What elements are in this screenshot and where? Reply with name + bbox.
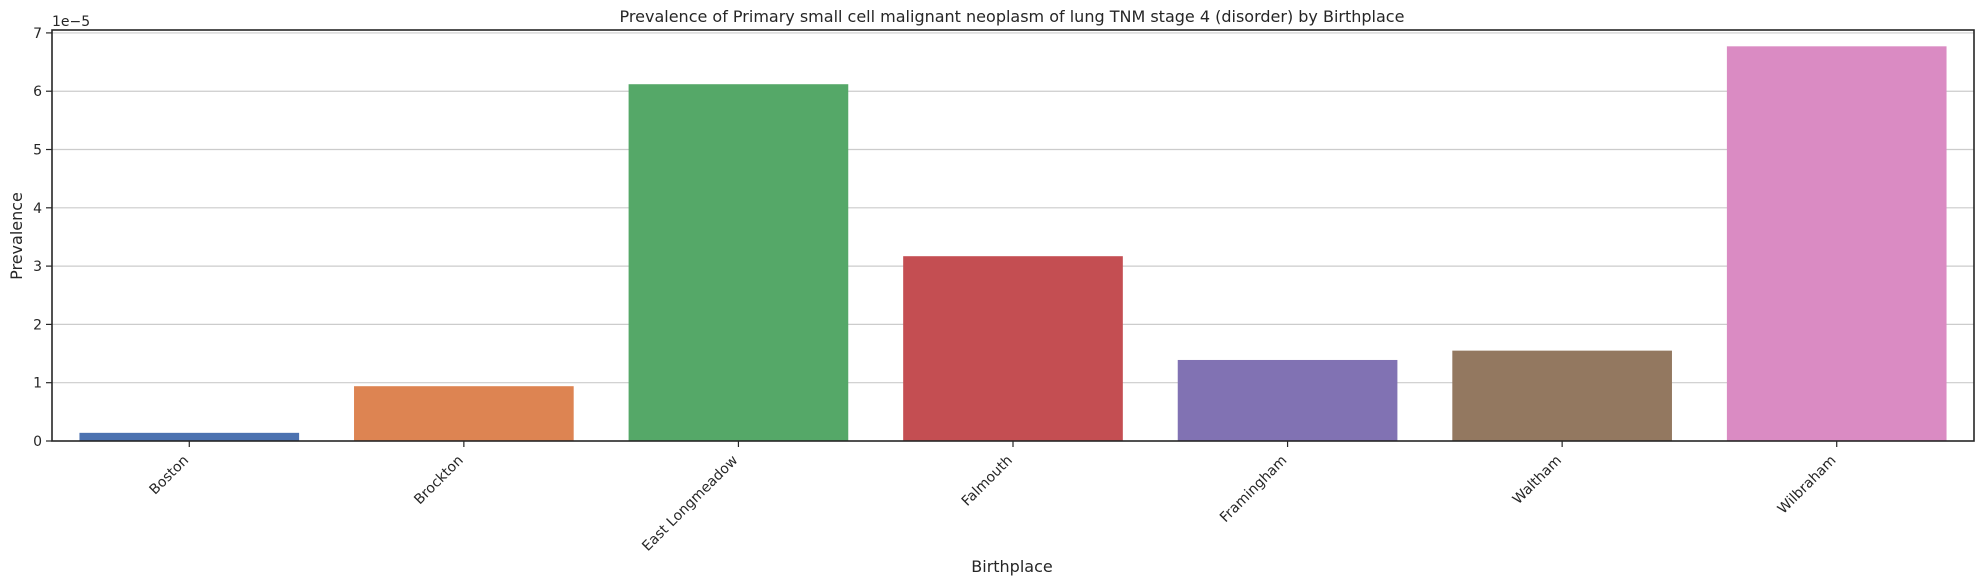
bar-framingham [1177, 359, 1398, 441]
y-tick-label: 5 [33, 143, 42, 159]
bar-boston [79, 432, 300, 441]
bar-waltham [1452, 350, 1672, 441]
bars [79, 46, 1947, 442]
x-tick-label: East Longmeadow [639, 453, 741, 555]
x-tick-label: Boston [147, 453, 193, 499]
y-axis-label: Prevalence [7, 192, 26, 280]
x-axis-label: Birthplace [971, 557, 1052, 576]
plot-frame [51, 29, 1975, 442]
y-tick-label: 7 [33, 26, 42, 42]
x-tick-label: Waltham [1510, 453, 1565, 508]
y-axis: 0 1 2 3 4 5 6 7 [33, 26, 52, 450]
x-tick-label: Wilbraham [1775, 453, 1840, 518]
x-tick-label: Framingham [1217, 453, 1290, 526]
y-tick-label: 4 [33, 201, 42, 217]
bar-east-longmeadow [628, 84, 849, 442]
chart-title: Prevalence of Primary small cell maligna… [620, 7, 1405, 26]
y-tick-label: 6 [33, 84, 42, 100]
bar-brockton [354, 386, 574, 441]
y-tick-label: 3 [33, 259, 42, 275]
bar-falmouth [903, 256, 1123, 441]
x-tick-label: Falmouth [959, 453, 1016, 510]
y-offset-text: 1e−5 [52, 14, 90, 30]
bar-wilbraham [1726, 46, 1947, 442]
y-tick-label: 0 [33, 434, 42, 450]
x-axis: Boston Brockton East Longmeadow Falmouth Fra… [147, 441, 1840, 555]
y-tick-label: 1 [33, 376, 42, 392]
y-tick-label: 2 [33, 317, 42, 333]
x-tick-label: Brockton [411, 453, 466, 508]
